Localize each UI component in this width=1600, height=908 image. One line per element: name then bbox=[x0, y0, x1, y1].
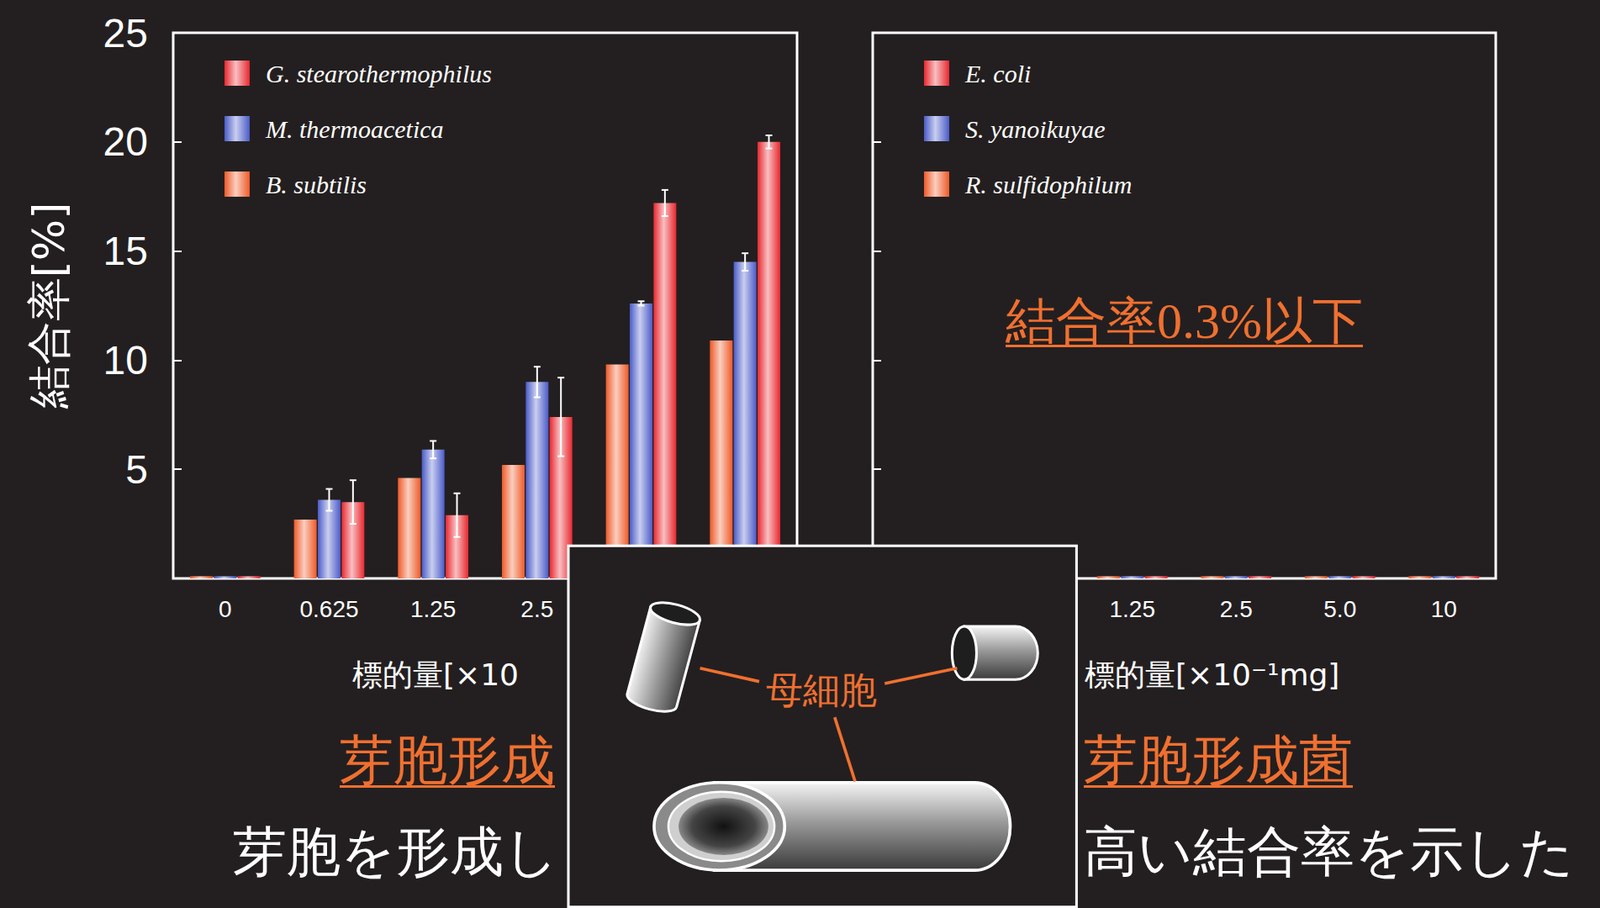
svg-text:母細胞: 母細胞 bbox=[765, 668, 877, 712]
html-text:芽胞形成: 芽胞形成 bbox=[339, 728, 555, 792]
svg-text:2.5: 2.5 bbox=[1219, 596, 1253, 623]
svg-text:E. coli: E. coli bbox=[964, 59, 1031, 88]
html-text:高い結合率を示した: 高い結合率を示した bbox=[1083, 820, 1575, 883]
svg-text:0: 0 bbox=[218, 596, 233, 623]
svg-text:20: 20 bbox=[103, 119, 148, 164]
svg-text:S. yanoikuyae: S. yanoikuyae bbox=[965, 115, 1106, 143]
html-text:標的量[×10⁻¹mg]: 標的量[×10⁻¹mg] bbox=[1084, 657, 1340, 692]
svg-text:0.625: 0.625 bbox=[299, 596, 359, 623]
svg-text:5: 5 bbox=[125, 447, 148, 492]
svg-text:B. subtilis: B. subtilis bbox=[265, 170, 367, 199]
html-text:標的量[×10: 標的量[×10 bbox=[352, 657, 519, 692]
svg-text:2.5: 2.5 bbox=[520, 596, 554, 623]
svg-text:G. stearothermophilus: G. stearothermophilus bbox=[265, 59, 492, 88]
svg-text:M. thermoacetica: M. thermoacetica bbox=[264, 115, 444, 143]
html-text:芽胞を形成し: 芽胞を形成し bbox=[232, 820, 560, 883]
svg-text:15: 15 bbox=[103, 228, 148, 274]
svg-text:1.25: 1.25 bbox=[410, 596, 457, 623]
svg-text:結合率[%]: 結合率[%] bbox=[23, 202, 74, 411]
svg-text:25: 25 bbox=[103, 10, 148, 56]
svg-text:R. sulfidophilum: R. sulfidophilum bbox=[964, 170, 1132, 199]
html-text:芽胞形成菌: 芽胞形成菌 bbox=[1083, 728, 1353, 792]
svg-text:10: 10 bbox=[103, 337, 148, 383]
svg-text:5.0: 5.0 bbox=[1323, 596, 1357, 623]
html-text:結合率0.3%以下: 結合率0.3%以下 bbox=[1005, 293, 1363, 349]
svg-text:1.25: 1.25 bbox=[1109, 596, 1157, 623]
svg-text:10: 10 bbox=[1431, 596, 1458, 623]
